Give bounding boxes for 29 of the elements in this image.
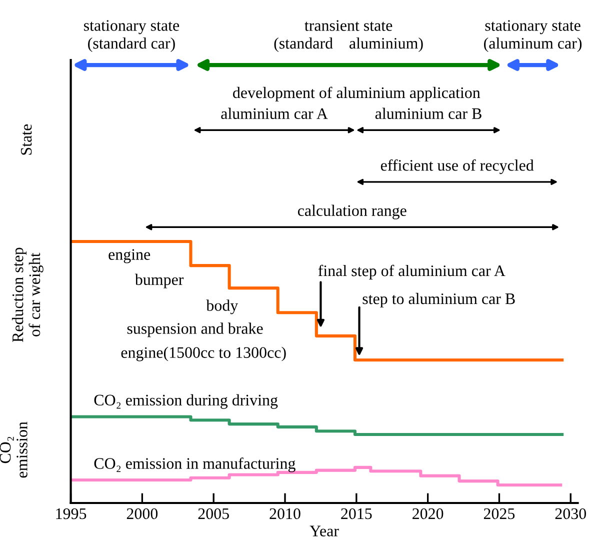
annotation: suspension and brake: [127, 322, 263, 338]
x-tick-label: 1995: [56, 508, 86, 520]
annotation: final step of aluminium car A: [318, 264, 506, 280]
x-tick-label: 2005: [198, 508, 229, 520]
text: stationary state (aluminum car): [484, 20, 582, 52]
annotation: engine(1500cc to 1300cc): [121, 346, 286, 362]
annotation: step to aluminium car B: [362, 292, 515, 308]
x-tick-label: 2030: [555, 508, 586, 520]
series-label: CO₂ emission during driving: [94, 394, 278, 409]
text: State: [20, 124, 32, 155]
text: efficient use of recycled: [380, 159, 534, 174]
text: transient state (standard aluminium): [274, 20, 423, 52]
text: stationary state (standard car): [84, 20, 180, 52]
annotation: body: [206, 300, 238, 314]
text: aluminium car A: [221, 108, 328, 120]
text: CO₂ emission: [0, 422, 28, 478]
annotation: bumper: [134, 274, 184, 288]
x-tick-label: 2020: [412, 508, 444, 520]
x-tick-label: 2000: [126, 508, 158, 520]
x-tick-label: 2015: [341, 508, 372, 520]
x-tick-label: 2010: [270, 508, 300, 520]
x-axis-title: Year: [310, 526, 339, 536]
series-label: CO₂ emission in manufacturing: [94, 457, 296, 472]
annotation: engine: [108, 249, 150, 264]
text: aluminium car B: [375, 108, 482, 120]
y-axis-title: Reduction step of car weight: [12, 248, 44, 342]
text: development of aluminium application: [233, 86, 480, 102]
text: calculation range: [298, 204, 406, 220]
x-tick-label: 2025: [484, 508, 515, 520]
